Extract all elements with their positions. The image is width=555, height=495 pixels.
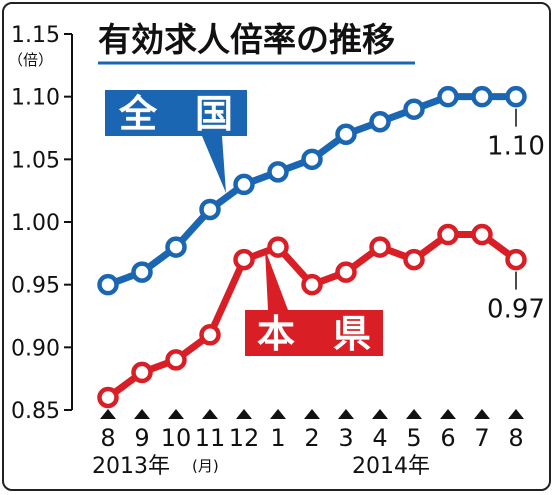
x-tick-label: 8 [100, 424, 115, 452]
x-tick-label: 6 [440, 424, 455, 452]
series-label-pointer-0 [202, 136, 226, 193]
month-unit-label: (月) [192, 457, 219, 475]
x-tick-label: 10 [161, 424, 192, 452]
data-point-1 [369, 236, 391, 258]
x-tick-marker [474, 409, 490, 419]
x-tick-label: 1 [270, 424, 285, 452]
data-point-0 [267, 161, 289, 183]
data-point-1 [199, 324, 221, 346]
y-tick-label: 1.05 [11, 148, 60, 173]
data-point-0 [403, 98, 425, 120]
x-tick-label: 11 [195, 424, 226, 452]
x-tick-label: 8 [508, 424, 523, 452]
year-label-2013: 2013年 [92, 454, 170, 479]
data-point-1 [437, 223, 459, 246]
year-label-2014: 2014年 [352, 454, 430, 479]
data-point-0 [505, 85, 527, 108]
series-label-badge-0 [105, 90, 247, 136]
series-name-label: 全 国 [118, 92, 233, 136]
data-point-0 [199, 198, 221, 221]
x-tick-label: 9 [134, 424, 149, 452]
chart-title: 有効求人倍率の推移 [98, 20, 395, 59]
x-tick-label: 3 [338, 424, 353, 452]
x-tick-marker [372, 409, 388, 419]
data-point-1 [301, 273, 323, 296]
x-tick-label: 7 [474, 424, 489, 452]
x-tick-marker [168, 409, 184, 419]
end-value-label: 1.10 [487, 132, 545, 162]
y-tick-label: 0.85 [11, 399, 60, 424]
data-point-1 [165, 349, 187, 371]
x-tick-marker [338, 409, 354, 419]
data-point-0 [369, 110, 391, 133]
x-tick-marker [440, 409, 456, 419]
x-tick-marker [304, 409, 320, 419]
series-label-pointer-1 [265, 249, 288, 310]
x-tick-label: 4 [372, 424, 387, 452]
data-point-1 [267, 236, 289, 258]
x-tick-marker [508, 409, 524, 419]
data-point-1 [131, 361, 153, 384]
data-point-0 [131, 261, 153, 283]
y-tick-label: 0.95 [11, 274, 60, 299]
x-axis: 8 9 10 11 12 1 2 3 4 5 6 7 8 [100, 409, 524, 452]
data-point-0 [165, 236, 187, 258]
data-point-0 [437, 85, 459, 108]
data-point-0 [335, 123, 357, 146]
data-point-0 [233, 173, 255, 196]
x-tick-label: 2 [304, 424, 319, 452]
series-name-label: 本 県 [257, 312, 371, 356]
series-layer [97, 85, 527, 409]
labels-layer: 全 国 1.10 本 県 0.97 [105, 90, 545, 356]
x-tick-marker [236, 409, 252, 419]
data-point-0 [301, 148, 323, 171]
x-tick-marker [406, 409, 422, 419]
y-tick-label: 1.00 [11, 211, 60, 236]
y-tick-label: 1.15 [11, 23, 60, 48]
x-tick-label: 5 [406, 424, 421, 452]
data-point-0 [471, 85, 493, 108]
x-tick-marker [270, 409, 286, 419]
x-tick-marker [134, 409, 150, 419]
y-axis-unit: （倍） [8, 51, 53, 69]
data-point-1 [97, 386, 119, 409]
y-axis-ticks: 0.85 0.90 0.95 1.00 1.05 1.10 1.15 [11, 23, 72, 424]
y-tick-label: 0.90 [11, 336, 60, 361]
end-value-label: 0.97 [487, 295, 545, 325]
x-tick-marker [202, 409, 218, 419]
x-tick-label: 12 [229, 424, 260, 452]
data-point-1 [471, 223, 493, 246]
data-point-1 [505, 248, 527, 271]
data-point-1 [403, 248, 425, 271]
series-label-badge-1 [245, 310, 383, 356]
data-point-0 [97, 273, 119, 296]
data-point-1 [233, 248, 255, 271]
y-tick-label: 1.10 [11, 86, 60, 111]
data-point-1 [335, 261, 357, 283]
x-tick-marker [100, 409, 116, 419]
